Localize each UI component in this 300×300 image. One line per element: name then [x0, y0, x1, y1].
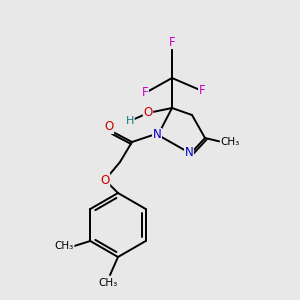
Text: H: H	[126, 116, 134, 126]
Text: O: O	[100, 173, 109, 187]
Text: F: F	[199, 83, 205, 97]
Text: N: N	[153, 128, 161, 142]
Text: N: N	[184, 146, 194, 158]
Text: CH₃: CH₃	[55, 241, 74, 251]
Text: O: O	[104, 121, 114, 134]
Text: F: F	[142, 85, 148, 98]
Text: CH₃: CH₃	[220, 137, 240, 147]
Text: O: O	[143, 106, 153, 119]
Text: F: F	[169, 35, 175, 49]
Text: CH₃: CH₃	[98, 278, 118, 288]
